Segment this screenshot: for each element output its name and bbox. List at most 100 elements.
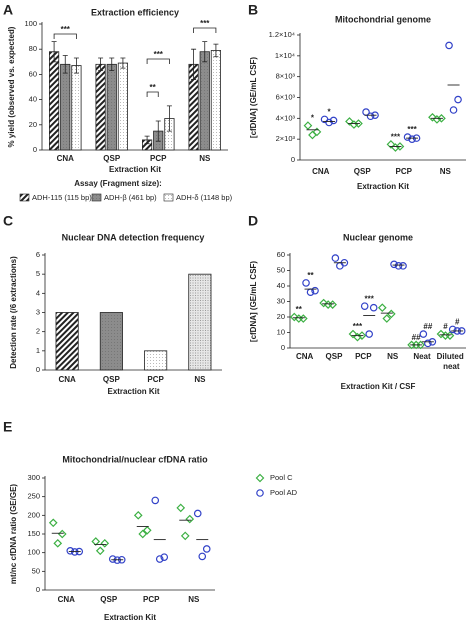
y-tick-label: 3 — [36, 307, 40, 316]
x-axis-label: Extraction Kit / CSF — [341, 382, 416, 391]
significance-label: *** — [154, 50, 164, 59]
data-point — [390, 260, 398, 269]
y-tick-label: 10 — [277, 327, 285, 336]
legend-marker — [255, 473, 265, 483]
y-tick-label: 2 — [36, 327, 40, 336]
x-tick-label: CNA — [296, 352, 314, 361]
data-point — [357, 331, 367, 340]
error-bar — [166, 105, 172, 132]
data-point — [193, 509, 202, 518]
panel-letter: E — [3, 419, 12, 435]
significance-label: ** — [150, 83, 157, 92]
x-tick-label: QSP — [354, 167, 372, 176]
x-tick-label: PCP — [396, 167, 413, 176]
data-point — [348, 329, 358, 339]
chart-title: Extraction efficiency — [91, 7, 179, 17]
data-point — [202, 545, 211, 553]
y-tick-label: 40 — [29, 95, 37, 104]
y-tick-label: 6×10³ — [276, 92, 296, 101]
y-tick-label: 0 — [36, 585, 40, 594]
significance-bracket — [146, 58, 170, 64]
y-tick-label: 50 — [32, 566, 40, 575]
y-tick-label: 20 — [277, 312, 285, 321]
x-tick-label: Diluted neat — [437, 352, 466, 371]
y-tick-label: 60 — [29, 69, 37, 78]
x-tick-label: PCP — [143, 595, 160, 604]
data-point — [308, 130, 317, 140]
x-tick-label: CNA — [312, 167, 330, 176]
significance-bracket — [146, 91, 159, 97]
x-tick-label: QSP — [103, 375, 121, 384]
y-tick-label: 0 — [36, 365, 40, 374]
data-point — [386, 140, 396, 149]
y-tick-label: 0 — [281, 343, 285, 352]
y-tick-label: 30 — [277, 296, 285, 305]
bar — [210, 50, 221, 151]
data-point — [331, 254, 340, 262]
significance-label: ## — [423, 322, 432, 331]
data-point — [155, 555, 164, 563]
x-tick-label: NS — [188, 595, 200, 604]
data-point — [366, 112, 375, 121]
x-tick-label: CNA — [57, 154, 75, 163]
significance-label: *** — [61, 25, 71, 34]
data-point — [95, 546, 105, 556]
data-point — [319, 298, 328, 308]
data-point — [328, 300, 337, 309]
y-tick-label: 300 — [27, 473, 40, 482]
y-axis-label: [cfDNA] (GE/mL CSF) — [249, 261, 258, 343]
data-point — [377, 303, 387, 313]
data-point — [360, 302, 369, 310]
error-bar — [213, 43, 219, 58]
significance-label: ** — [296, 305, 303, 314]
data-point — [91, 537, 101, 546]
x-axis-label: Extraction Kit — [357, 182, 409, 191]
data-point — [176, 503, 186, 513]
error-bar — [144, 135, 150, 145]
y-tick-label: 0 — [33, 145, 37, 154]
x-tick-label: PCP — [147, 375, 164, 384]
x-tick-label: QSP — [103, 154, 121, 163]
bar — [106, 63, 117, 151]
significance-label: # — [455, 318, 460, 327]
panel-letter: A — [3, 2, 13, 18]
bar — [60, 63, 71, 151]
y-tick-label: 100 — [24, 19, 37, 28]
y-tick-label: 50 — [277, 265, 285, 274]
data-point — [437, 113, 446, 123]
legend-label: Pool AD — [270, 488, 298, 497]
significance-label: *** — [391, 132, 401, 141]
data-point — [445, 41, 453, 50]
data-point — [53, 538, 63, 548]
data-point — [382, 314, 392, 323]
chart-title: Mitochondrial/nuclear cfDNA ratio — [62, 454, 208, 464]
significance-bracket — [193, 27, 217, 33]
data-point — [312, 127, 322, 137]
chart-title: Nuclear DNA detection frequency — [62, 232, 205, 242]
x-tick-label: NS — [440, 167, 452, 176]
x-axis-label: Extraction Kit — [109, 165, 161, 174]
y-axis-label: mt/nc cfDNA ratio (GE/GE) — [9, 484, 18, 584]
legend-swatch — [91, 193, 102, 202]
error-bar — [120, 57, 126, 69]
legend-title: Assay (Fragment size): — [74, 179, 162, 188]
bar — [99, 312, 123, 371]
y-tick-label: 5 — [36, 269, 40, 278]
y-tick-label: 2×10³ — [276, 134, 296, 143]
significance-label: ## — [412, 333, 421, 342]
data-point — [198, 552, 207, 561]
y-axis-label: [cfDNA] (GE/mL CSF) — [249, 57, 258, 139]
data-point — [449, 106, 458, 114]
significance-label: # — [443, 322, 448, 331]
data-point — [151, 496, 160, 505]
data-point — [354, 119, 363, 128]
x-tick-label: CNA — [58, 595, 76, 604]
data-point — [411, 340, 421, 350]
data-point — [160, 553, 169, 561]
error-bar — [98, 57, 104, 72]
data-point — [108, 555, 117, 563]
x-tick-label: CNA — [58, 375, 76, 384]
data-point — [185, 514, 195, 524]
significance-label: * — [327, 107, 331, 116]
data-point — [311, 286, 319, 295]
